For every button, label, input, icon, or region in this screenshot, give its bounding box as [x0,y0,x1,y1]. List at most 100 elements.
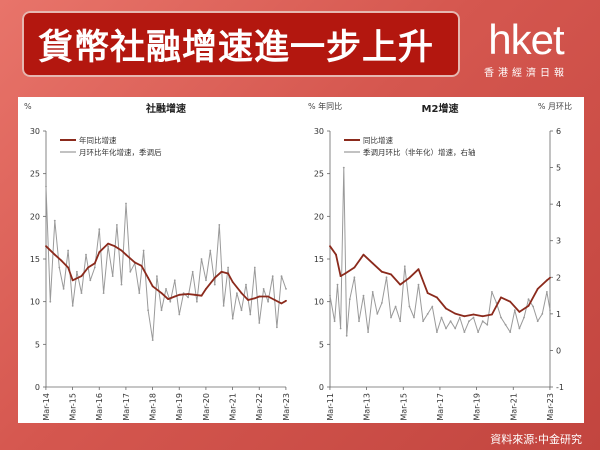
data-point-series-2 [376,313,379,315]
data-point-series-2 [222,305,225,307]
data-point-series-2 [509,331,512,333]
y-tick-label: 30 [30,127,40,136]
data-point-series-2 [436,331,438,333]
data-point-series-2 [231,317,234,320]
data-point-series-1 [107,242,109,245]
data-point-series-1 [339,275,342,277]
y-tick-label: 25 [30,170,40,179]
data-point-series-2 [431,305,434,308]
series-line-1 [45,242,287,305]
y-axis-label: % 年同比 [308,101,342,111]
y-tick-label: 20 [314,212,324,221]
data-point-series-1 [463,315,466,318]
data-point-series-2 [138,292,141,294]
data-point-series-2 [385,276,388,279]
x-tick-label: Mar-21 [509,393,518,421]
data-point-series-2 [336,283,339,286]
logo-brand: hket [488,16,564,63]
data-point-series-1 [371,262,374,265]
data-point-series-2 [258,322,261,324]
series-line-1 [329,245,551,318]
data-point-series-2 [371,291,374,293]
legend-label: 季调月环比（非年化）增速，右轴 [363,147,476,157]
data-point-series-1 [390,273,392,276]
data-point-series-2 [345,334,348,337]
data-point-series-1 [213,276,216,279]
data-point-series-2 [367,331,369,333]
data-point-series-2 [422,320,424,323]
data-point-series-2 [440,316,443,319]
data-point-series-2 [209,249,212,252]
data-point-series-2 [240,309,243,312]
data-point-series-2 [71,305,74,307]
data-point-series-1 [285,299,287,302]
y-tick-label-right: 4 [556,200,561,209]
data-point-series-2 [271,275,274,277]
data-point-series-1 [120,249,123,252]
data-point-series-1 [353,266,356,269]
data-point-series-1 [231,281,234,283]
data-point-series-2 [486,323,489,326]
data-point-series-2 [477,331,479,333]
data-point-series-2 [513,309,516,312]
data-point-series-1 [247,299,250,301]
data-point-series-1 [173,295,176,298]
data-point-series-2 [165,288,167,290]
data-point-series-1 [472,313,475,316]
y-tick-label-right: 5 [556,164,561,173]
data-point-series-2 [280,275,283,277]
data-point-series-1 [151,285,154,288]
data-point-series-2 [173,279,176,282]
x-tick-label: Mar-18 [149,393,158,421]
data-point-series-1 [125,253,127,256]
data-point-series-2 [417,283,420,286]
data-point-series-1 [536,288,539,290]
data-point-series-2 [98,228,101,231]
data-point-series-1 [53,253,56,256]
y-tick-label: 25 [314,170,324,179]
data-point-series-1 [253,297,256,300]
y-tick-label: 5 [35,340,40,349]
data-point-series-1 [329,245,331,248]
data-point-series-2 [491,291,493,293]
y-tick-label: 5 [319,340,324,349]
data-point-series-2 [111,275,114,277]
data-point-series-1 [381,270,383,273]
data-point-series-1 [426,292,429,294]
data-point-series-2 [156,275,158,277]
data-point-series-1 [147,276,150,279]
x-tick-label: Mar-14 [42,393,51,421]
x-tick-label: Mar-15 [69,393,78,421]
chart-m2: M2增速 % 年同比 % 月环比 0 5 10 15 20 25 30 -1 0 1 2 3 4 5 6 Mar-1… [308,101,572,421]
data-point-series-2 [500,316,502,319]
series-line-2 [45,186,287,341]
data-point-series-1 [227,272,230,275]
data-point-series-2 [85,253,87,256]
data-point-series-1 [344,272,347,275]
data-point-series-2 [120,283,123,286]
x-tick-label: Mar-20 [202,393,211,421]
data-point-series-2 [67,249,69,252]
data-point-series-1 [546,279,548,282]
data-point-series-2 [205,279,207,282]
data-point-series-2 [339,327,342,330]
chart-social-financing: 社融增速% 0 5 10 15 20 25 30 Mar-14 Mar-15 Mar-16 Mar-1… [24,102,291,421]
data-point-series-2 [413,316,415,319]
logo-subtitle: 香港經濟日報 [484,68,568,79]
data-point-series-1 [167,298,170,300]
data-point-series-1 [280,302,283,305]
data-point-series-2 [468,320,470,323]
data-point-series-1 [71,279,74,282]
data-point-series-2 [546,291,548,293]
data-point-series-2 [169,300,172,303]
data-point-series-2 [523,316,525,319]
data-point-series-1 [527,305,530,307]
data-point-series-1 [417,268,420,271]
data-point-series-2 [541,313,544,315]
data-point-series-1 [240,292,243,294]
data-point-series-1 [93,262,96,265]
data-point-series-1 [399,283,402,286]
x-tick-label: Mar-15 [399,393,408,421]
hket-logo: hket 香港經濟日報 [470,16,582,80]
y-tick-label: 15 [30,255,40,264]
